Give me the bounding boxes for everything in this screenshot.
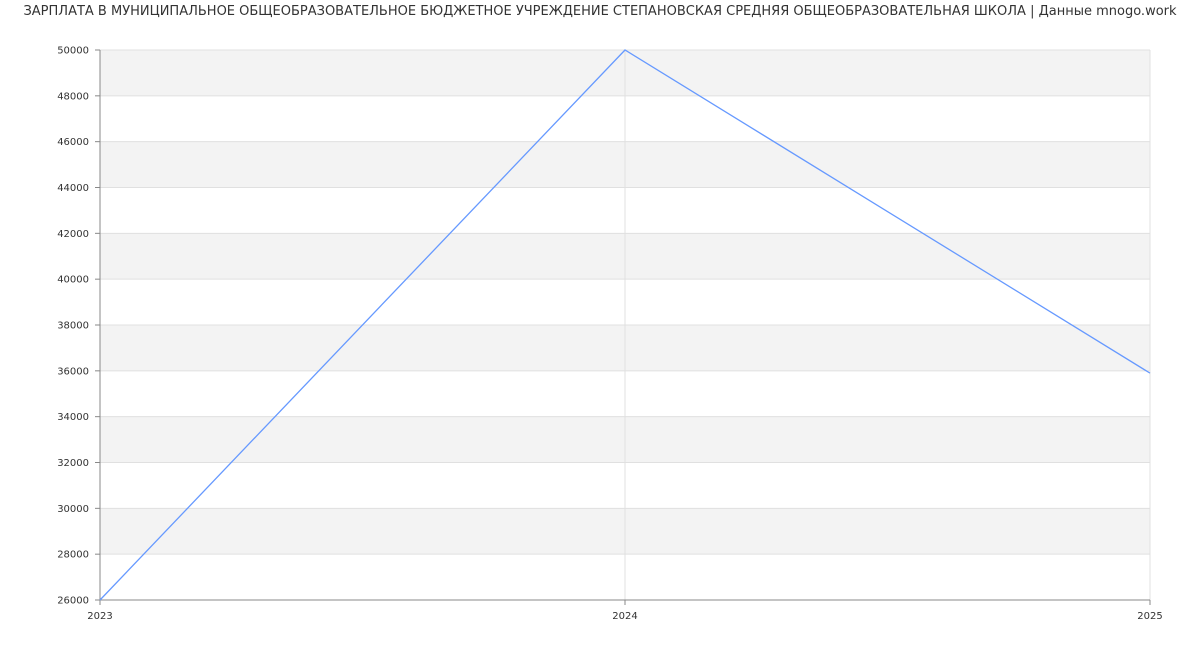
y-tick-label: 32000 xyxy=(57,458,89,469)
y-tick-label: 36000 xyxy=(57,366,89,377)
y-tick-label: 34000 xyxy=(57,412,89,423)
y-tick-label: 40000 xyxy=(57,275,89,286)
y-tick-label: 38000 xyxy=(57,321,89,332)
y-tick-label: 46000 xyxy=(57,137,89,148)
y-tick-label: 48000 xyxy=(57,91,89,102)
x-tick-label: 2025 xyxy=(1137,611,1162,622)
y-tick-label: 50000 xyxy=(57,46,89,57)
y-tick-label: 42000 xyxy=(57,229,89,240)
x-tick-label: 2023 xyxy=(87,611,112,622)
x-tick-label: 2024 xyxy=(612,611,637,622)
y-tick-label: 26000 xyxy=(57,596,89,607)
y-tick-label: 28000 xyxy=(57,550,89,561)
y-tick-label: 30000 xyxy=(57,504,89,515)
chart-title: ЗАРПЛАТА В МУНИЦИПАЛЬНОЕ ОБЩЕОБРАЗОВАТЕЛ… xyxy=(23,4,1177,19)
y-tick-label: 44000 xyxy=(57,183,89,194)
